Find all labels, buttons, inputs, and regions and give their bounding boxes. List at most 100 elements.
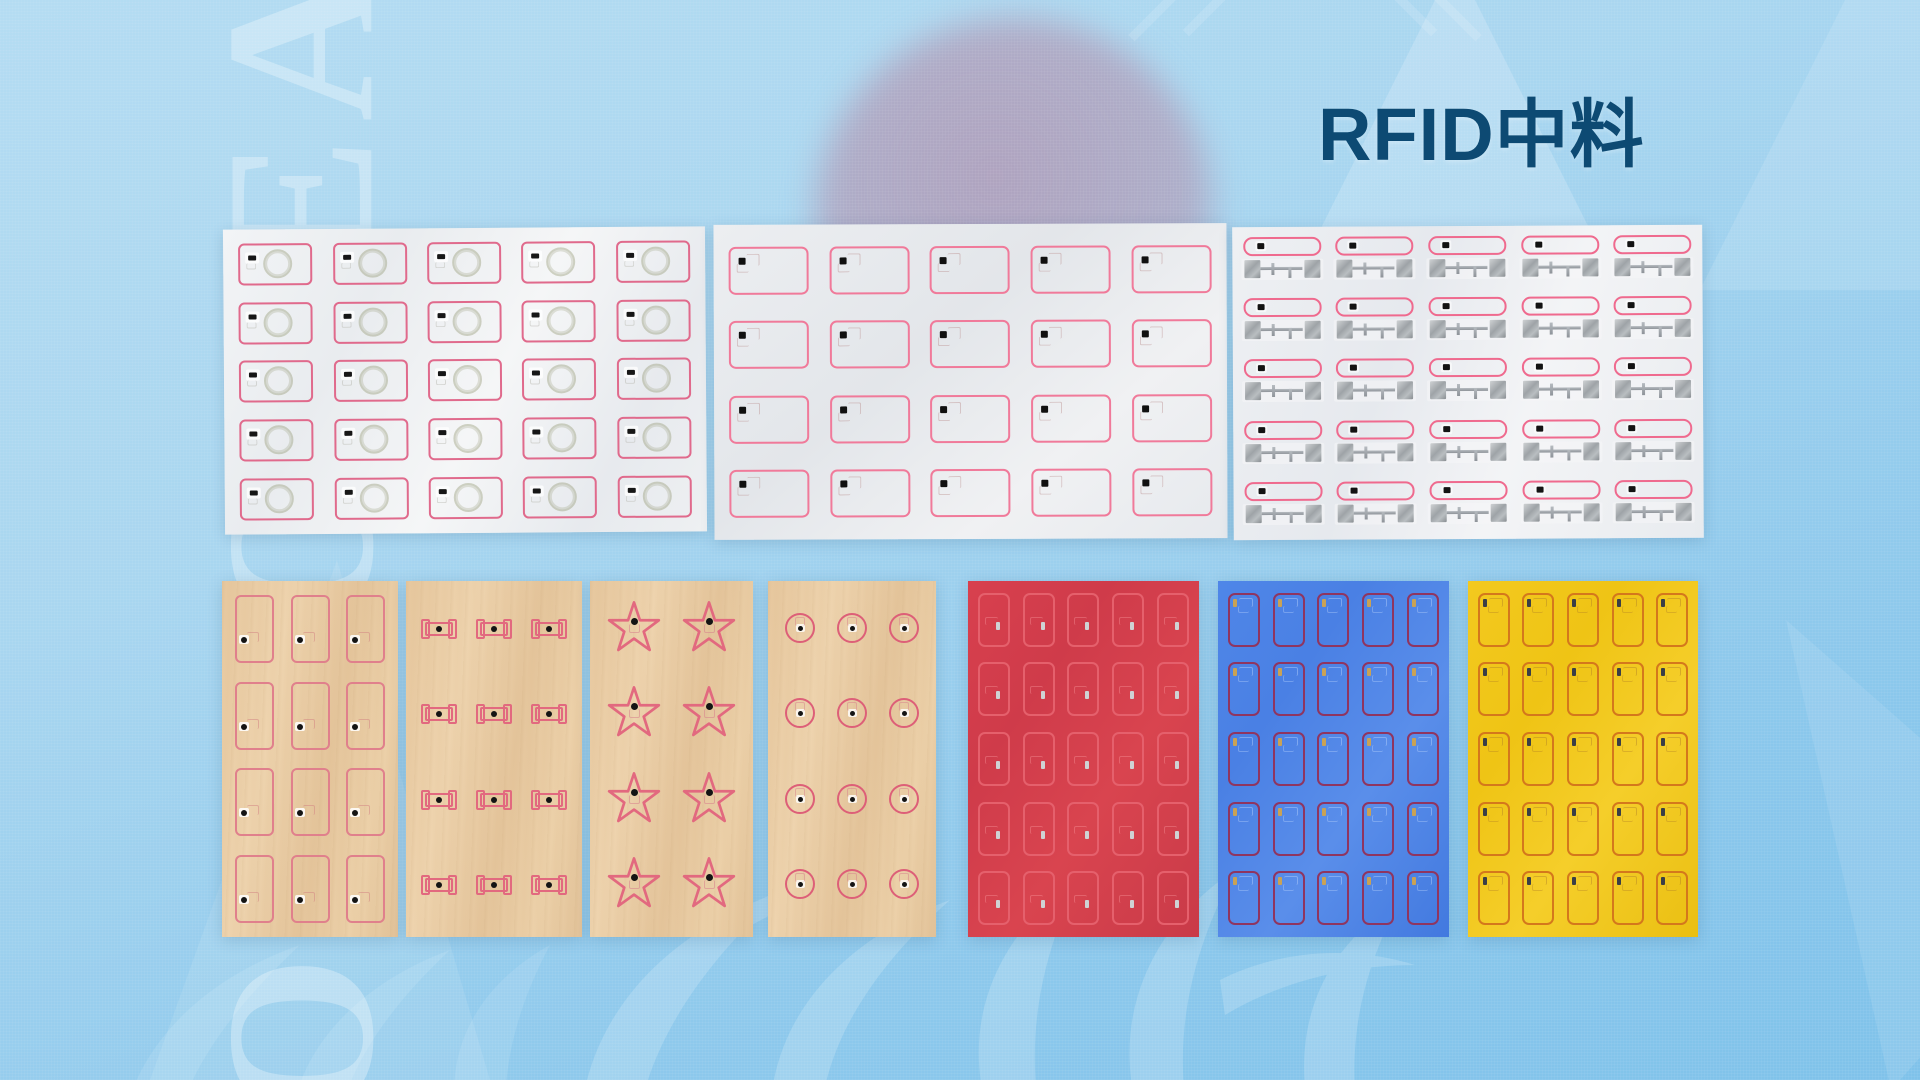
rfid-tag-h-shape[interactable] — [527, 595, 571, 667]
rfid-tag-star[interactable] — [603, 595, 665, 667]
rfid-tag-pvc[interactable] — [1519, 658, 1557, 720]
rfid-tag-pvc[interactable] — [1314, 728, 1352, 790]
rfid-tag-pvc[interactable] — [1519, 798, 1557, 860]
rfid-tag-pvc[interactable] — [1020, 867, 1058, 929]
rfid-tag-uhf-dipole[interactable] — [1609, 232, 1695, 286]
rfid-tag-pvc[interactable] — [1225, 798, 1263, 860]
rfid-tag-pvc[interactable] — [1404, 867, 1442, 929]
rfid-tag-pvc[interactable] — [1109, 728, 1147, 790]
rfid-tag-uhf-dipole[interactable] — [1240, 356, 1326, 410]
sheet-hf-plain-pink[interactable] — [713, 223, 1228, 540]
rfid-tag-pvc[interactable] — [1475, 589, 1513, 651]
rfid-tag-pvc[interactable] — [1519, 728, 1557, 790]
rfid-tag-uhf-dipole[interactable] — [1239, 295, 1325, 349]
rfid-tag-hf-coil[interactable] — [424, 474, 508, 523]
rfid-tag-hf-coil[interactable] — [328, 357, 412, 406]
rfid-tag-wood-card[interactable] — [342, 764, 389, 840]
rfid-tag-pvc[interactable] — [1653, 867, 1691, 929]
rfid-tag-pvc[interactable] — [1564, 728, 1602, 790]
rfid-tag-hf-plain[interactable] — [723, 390, 815, 448]
rfid-tag-hf-plain[interactable] — [1025, 315, 1117, 373]
rfid-tag-pvc[interactable] — [975, 658, 1013, 720]
rfid-tag-pvc[interactable] — [1109, 798, 1147, 860]
rfid-tag-uhf-dipole[interactable] — [1332, 295, 1418, 349]
rfid-tag-wood-card[interactable] — [287, 591, 334, 667]
rfid-tag-uhf-dipole[interactable] — [1610, 415, 1696, 469]
rfid-tag-pvc[interactable] — [1609, 589, 1647, 651]
rfid-tag-pvc[interactable] — [1225, 867, 1263, 929]
rfid-tag-hf-coil[interactable] — [328, 298, 412, 347]
rfid-tag-hf-coil[interactable] — [611, 355, 695, 404]
rfid-tag-hf-plain[interactable] — [723, 316, 815, 374]
rfid-tag-h-shape[interactable] — [472, 595, 516, 667]
rfid-tag-pvc[interactable] — [1359, 867, 1397, 929]
rfid-tag-circle[interactable] — [884, 680, 924, 752]
rfid-tag-pvc[interactable] — [1359, 589, 1397, 651]
rfid-tag-pvc[interactable] — [1020, 589, 1058, 651]
rfid-tag-uhf-dipole[interactable] — [1239, 234, 1325, 288]
rfid-tag-pvc[interactable] — [1154, 658, 1192, 720]
rfid-tag-pvc[interactable] — [1064, 589, 1102, 651]
rfid-tag-uhf-dipole[interactable] — [1425, 294, 1511, 348]
rfid-tag-pvc[interactable] — [1109, 658, 1147, 720]
rfid-tag-pvc[interactable] — [1564, 867, 1602, 929]
rfid-tag-pvc[interactable] — [1154, 589, 1192, 651]
rfid-tag-hf-coil[interactable] — [233, 240, 317, 289]
rfid-tag-pvc[interactable] — [975, 798, 1013, 860]
rfid-tag-pvc[interactable] — [1064, 658, 1102, 720]
rfid-tag-hf-plain[interactable] — [823, 241, 915, 299]
rfid-tag-wood-card[interactable] — [231, 678, 278, 754]
rfid-tag-pvc[interactable] — [1154, 798, 1192, 860]
rfid-tag-pvc[interactable] — [1270, 728, 1308, 790]
rfid-tag-h-shape[interactable] — [417, 851, 461, 923]
rfid-tag-hf-plain[interactable] — [925, 464, 1017, 522]
rfid-tag-pvc[interactable] — [1404, 798, 1442, 860]
rfid-tag-pvc[interactable] — [1064, 798, 1102, 860]
rfid-tag-pvc[interactable] — [1609, 798, 1647, 860]
rfid-tag-pvc[interactable] — [1359, 728, 1397, 790]
rfid-tag-pvc[interactable] — [1109, 867, 1147, 929]
rfid-tag-star[interactable] — [603, 851, 665, 923]
rfid-tag-hf-plain[interactable] — [1126, 240, 1218, 298]
rfid-tag-h-shape[interactable] — [527, 766, 571, 838]
rfid-tag-hf-coil[interactable] — [329, 416, 413, 465]
rfid-tag-hf-plain[interactable] — [1126, 464, 1218, 522]
rfid-tag-pvc[interactable] — [1475, 658, 1513, 720]
rfid-tag-hf-coil[interactable] — [611, 296, 695, 345]
rfid-tag-uhf-dipole[interactable] — [1332, 233, 1418, 287]
rfid-tag-star[interactable] — [678, 680, 740, 752]
rfid-tag-star[interactable] — [603, 766, 665, 838]
rfid-tag-pvc[interactable] — [975, 867, 1013, 929]
rfid-tag-pvc[interactable] — [1314, 589, 1352, 651]
rfid-tag-pvc[interactable] — [975, 728, 1013, 790]
rfid-tag-hf-coil[interactable] — [517, 356, 601, 405]
rfid-tag-uhf-dipole[interactable] — [1610, 293, 1696, 347]
rfid-tag-hf-plain[interactable] — [1126, 389, 1218, 447]
rfid-tag-pvc[interactable] — [1404, 589, 1442, 651]
rfid-tag-hf-plain[interactable] — [1026, 464, 1118, 522]
rfid-tag-circle[interactable] — [832, 851, 872, 923]
rfid-tag-circle[interactable] — [884, 595, 924, 667]
rfid-tag-h-shape[interactable] — [527, 680, 571, 752]
rfid-tag-hf-coil[interactable] — [422, 297, 506, 346]
rfid-tag-circle[interactable] — [780, 595, 820, 667]
rfid-tag-uhf-dipole[interactable] — [1240, 417, 1326, 471]
rfid-tag-uhf-dipole[interactable] — [1424, 233, 1510, 287]
rfid-tag-uhf-dipole[interactable] — [1611, 477, 1697, 531]
rfid-tag-pvc[interactable] — [1653, 658, 1691, 720]
rfid-tag-pvc[interactable] — [1475, 867, 1513, 929]
rfid-tag-uhf-dipole[interactable] — [1240, 479, 1326, 533]
rfid-tag-hf-coil[interactable] — [518, 473, 602, 522]
rfid-tag-hf-coil[interactable] — [234, 299, 318, 348]
rfid-tag-pvc[interactable] — [1314, 798, 1352, 860]
rfid-tag-hf-coil[interactable] — [235, 416, 319, 465]
rfid-tag-wood-card[interactable] — [342, 678, 389, 754]
rfid-tag-pvc[interactable] — [1020, 728, 1058, 790]
rfid-tag-h-shape[interactable] — [417, 680, 461, 752]
rfid-tag-circle[interactable] — [884, 766, 924, 838]
rfid-tag-h-shape[interactable] — [472, 680, 516, 752]
rfid-tag-circle[interactable] — [832, 595, 872, 667]
rfid-tag-h-shape[interactable] — [527, 851, 571, 923]
rfid-tag-uhf-dipole[interactable] — [1332, 356, 1418, 410]
rfid-tag-hf-coil[interactable] — [517, 297, 601, 346]
